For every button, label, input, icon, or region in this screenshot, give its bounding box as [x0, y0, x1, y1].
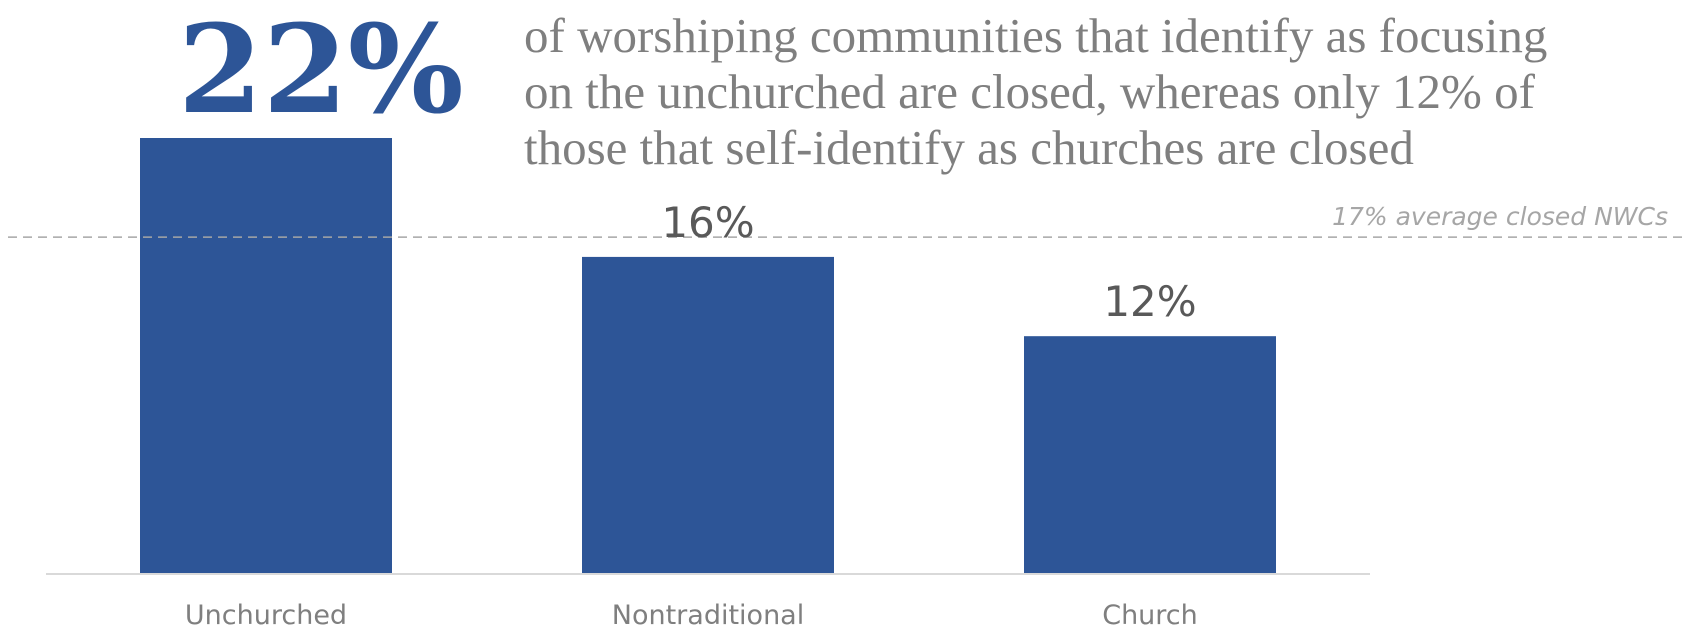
- category-label-nontraditional: Nontraditional: [612, 600, 804, 627]
- data-label-nontraditional: 16%: [661, 198, 754, 247]
- callout-big-value: 22%: [178, 0, 464, 141]
- bar-church: [1024, 336, 1276, 574]
- bar-nontraditional: [582, 256, 834, 574]
- callout-line-2: on the unchurched are closed, whereas on…: [524, 64, 1536, 119]
- data-label-church: 12%: [1103, 277, 1196, 326]
- average-reference-label: 17% average closed NWCs: [1332, 202, 1668, 231]
- bars-group: [140, 138, 1276, 574]
- category-label-unchurched: Unchurched: [185, 600, 347, 627]
- callout-line-3: those that self-identify as churches are…: [524, 120, 1414, 175]
- data-labels-group: 16% 12%: [661, 198, 1196, 326]
- category-label-church: Church: [1102, 600, 1198, 627]
- callout-line-1: of worshiping communities that identify …: [524, 8, 1547, 63]
- category-labels-group: Unchurched Nontraditional Church: [185, 600, 1198, 627]
- bar-unchurched: [140, 138, 392, 574]
